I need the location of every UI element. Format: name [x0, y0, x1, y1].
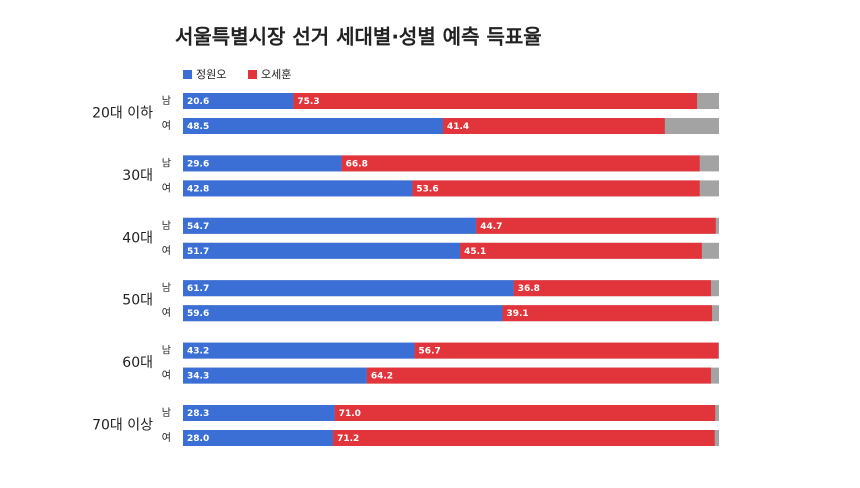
- bar-segment: [366, 367, 711, 384]
- value-label: 54.7: [187, 222, 209, 232]
- value-label: 28.3: [187, 409, 209, 419]
- row-label: 남: [162, 345, 171, 357]
- value-label: 56.7: [419, 347, 441, 357]
- group-label: 20대 이하: [92, 106, 153, 122]
- value-label: 71.2: [337, 434, 359, 444]
- value-label: 42.8: [187, 184, 209, 194]
- value-label: 39.1: [506, 309, 528, 319]
- bar-segment: [414, 342, 719, 359]
- value-label: 71.0: [339, 409, 361, 419]
- row-label: 여: [162, 120, 171, 132]
- bar-segment: [334, 405, 716, 421]
- row-label: 남: [162, 282, 171, 294]
- bar-segment: [183, 93, 294, 109]
- legend-label: 오세훈: [261, 68, 291, 81]
- value-label: 64.2: [371, 372, 393, 382]
- row-label: 남: [162, 407, 171, 419]
- bar-segment: [183, 342, 415, 359]
- value-label: 75.3: [297, 97, 319, 107]
- value-label: 48.5: [187, 122, 209, 132]
- bar-segment: [476, 217, 716, 234]
- bar-segment: [513, 280, 711, 297]
- bar-segment: [183, 118, 443, 134]
- bar-segment: [333, 430, 715, 446]
- legend-label: 정원오: [196, 68, 226, 81]
- bar-segment: [183, 367, 367, 384]
- legend-swatch: [183, 70, 192, 79]
- value-label: 44.7: [480, 222, 502, 232]
- chart-title: 서울특별시장 선거 세대별·성별 예측 득표율: [175, 25, 542, 49]
- value-label: 45.1: [464, 247, 486, 257]
- group-label: 70대 이상: [92, 418, 153, 434]
- bar-segment: [183, 242, 461, 259]
- value-label: 29.6: [187, 159, 209, 169]
- bar-segment: [183, 430, 334, 446]
- bar-segment: [293, 93, 698, 109]
- value-label: 59.6: [187, 309, 209, 319]
- bar-segment: [502, 305, 713, 322]
- value-label: 61.7: [187, 284, 209, 294]
- bar-segment: [460, 242, 702, 259]
- bar-segment: [442, 118, 665, 134]
- value-label: 41.4: [447, 122, 469, 132]
- bar-segment: [341, 155, 700, 172]
- bar-segment: [412, 180, 700, 197]
- group-label: 60대: [122, 355, 153, 371]
- row-label: 여: [162, 432, 171, 444]
- value-label: 28.0: [187, 434, 209, 444]
- group-label: 40대: [122, 230, 153, 246]
- bar-segment: [183, 280, 514, 297]
- row-label: 남: [162, 220, 171, 232]
- row-label: 여: [162, 307, 171, 319]
- row-label: 여: [162, 245, 171, 257]
- value-label: 34.3: [187, 372, 209, 382]
- value-label: 51.7: [187, 247, 209, 257]
- group-label: 50대: [122, 293, 153, 309]
- value-label: 53.6: [416, 184, 438, 194]
- value-label: 36.8: [518, 284, 540, 294]
- row-label: 남: [162, 95, 171, 107]
- bar-segment: [183, 305, 503, 322]
- bar-segment: [183, 217, 477, 234]
- group-label: 30대: [122, 168, 153, 184]
- row-label: 여: [162, 182, 171, 194]
- value-label: 20.6: [187, 97, 209, 107]
- value-label: 66.8: [346, 159, 368, 169]
- row-label: 남: [162, 157, 171, 169]
- bar-segment: [183, 405, 335, 421]
- value-label: 43.2: [187, 347, 209, 357]
- bar-segment: [183, 180, 413, 197]
- row-label: 여: [162, 370, 171, 382]
- bar-segment: [183, 155, 342, 172]
- legend-swatch: [248, 70, 257, 79]
